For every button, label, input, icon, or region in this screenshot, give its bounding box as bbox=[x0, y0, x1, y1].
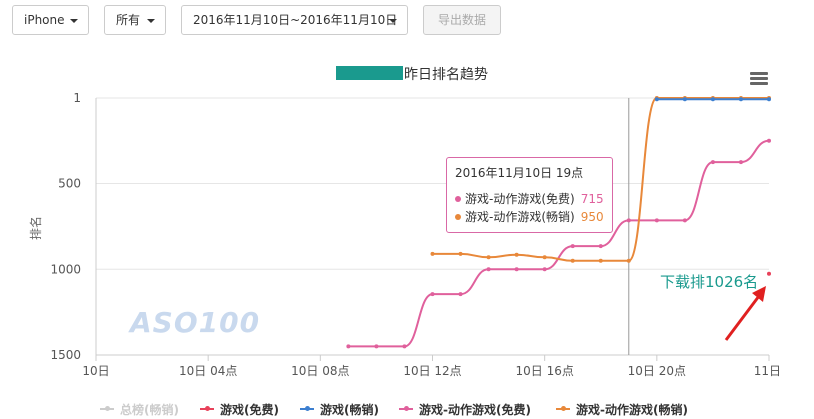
export-button[interactable]: 导出数据 bbox=[423, 5, 501, 35]
data-point bbox=[402, 344, 407, 349]
x-tick-label: 10日 bbox=[82, 364, 109, 378]
tooltip-row: 游戏-动作游戏(免费) 715 bbox=[455, 190, 604, 208]
data-point bbox=[430, 292, 435, 297]
legend-label: 游戏-动作游戏(畅销) bbox=[576, 403, 688, 417]
annotation-text: 下载排1026名 bbox=[660, 273, 759, 291]
arrow-shaft bbox=[724, 291, 764, 341]
y-tick-label: 1 bbox=[73, 91, 81, 105]
y-tick-label: 1000 bbox=[50, 262, 81, 276]
data-point bbox=[738, 97, 743, 102]
y-tick-label: 500 bbox=[58, 177, 81, 191]
legend-label: 游戏(畅销) bbox=[320, 403, 379, 417]
x-tick-label: 11日 bbox=[754, 364, 781, 378]
tooltip-row-label: 游戏-动作游戏(免费) bbox=[465, 192, 575, 206]
legend-label: 游戏(免费) bbox=[220, 403, 279, 417]
chevron-down-icon bbox=[389, 19, 397, 23]
data-point bbox=[767, 271, 771, 276]
device-dropdown-value: iPhone bbox=[24, 13, 65, 27]
data-point bbox=[570, 244, 575, 249]
tooltip-row-value: 950 bbox=[580, 210, 604, 224]
annotation-arrow bbox=[724, 286, 766, 341]
data-point bbox=[542, 255, 547, 260]
tooltip-header: 2016年11月10日 19点 bbox=[455, 166, 584, 180]
data-point bbox=[514, 252, 519, 257]
y-tick-label: 1500 bbox=[50, 348, 81, 362]
arrow-head bbox=[752, 286, 766, 302]
x-tick-label: 10日 20点 bbox=[628, 364, 686, 378]
data-point bbox=[767, 97, 771, 102]
date-range-value: 2016年11月10日~2016年11月10日 bbox=[193, 13, 398, 27]
x-tick-label: 10日 12点 bbox=[403, 364, 461, 378]
data-point bbox=[486, 267, 491, 272]
chevron-down-icon bbox=[147, 19, 155, 23]
data-point bbox=[598, 244, 603, 249]
data-point bbox=[430, 251, 435, 256]
data-point bbox=[682, 97, 687, 102]
x-tick-label: 10日 04点 bbox=[179, 364, 237, 378]
data-point bbox=[598, 258, 603, 263]
y-axis-label: 排名 bbox=[28, 216, 43, 240]
device-dropdown[interactable]: iPhone bbox=[12, 5, 89, 35]
data-point bbox=[654, 218, 659, 223]
data-point bbox=[682, 218, 687, 223]
data-point bbox=[767, 138, 771, 143]
filter-toolbar: iPhone 所有 2016年11月10日~2016年11月10日 导出数据 bbox=[0, 0, 814, 40]
chart-series bbox=[346, 96, 771, 349]
tooltip-row-value: 715 bbox=[580, 192, 604, 206]
x-tick-label: 10日 08点 bbox=[291, 364, 349, 378]
data-point bbox=[514, 267, 519, 272]
tooltip-row-label: 游戏-动作游戏(畅销) bbox=[465, 210, 575, 224]
watermark-logo: ASO100 bbox=[130, 306, 261, 339]
hamburger-menu-icon[interactable] bbox=[750, 72, 768, 86]
series-line bbox=[348, 139, 770, 348]
chevron-down-icon bbox=[70, 19, 78, 23]
data-point bbox=[458, 251, 463, 256]
x-tick-label: 10日 16点 bbox=[515, 364, 573, 378]
data-point bbox=[486, 255, 491, 260]
chart-title: 昨日排名趋势 bbox=[404, 67, 488, 83]
category-dropdown-value: 所有 bbox=[116, 13, 141, 27]
series-dot-icon bbox=[455, 196, 461, 202]
data-point bbox=[710, 97, 715, 102]
legend-label: 总榜(畅销) bbox=[120, 403, 179, 417]
data-point bbox=[626, 258, 631, 263]
data-point bbox=[570, 258, 575, 263]
legend-label: 游戏-动作游戏(免费) bbox=[419, 403, 531, 417]
data-point bbox=[654, 97, 659, 102]
tooltip-row: 游戏-动作游戏(畅销) 950 bbox=[455, 208, 604, 226]
date-range-dropdown[interactable]: 2016年11月10日~2016年11月10日 bbox=[181, 5, 408, 35]
chart-grid bbox=[96, 97, 769, 356]
title-redaction-block bbox=[336, 66, 403, 80]
data-point bbox=[458, 292, 463, 297]
data-point bbox=[374, 344, 379, 349]
chart-tooltip: 2016年11月10日 19点 游戏-动作游戏(免费) 715 游戏-动作游戏(畅… bbox=[446, 157, 613, 233]
category-dropdown[interactable]: 所有 bbox=[104, 5, 166, 35]
data-point bbox=[738, 160, 743, 165]
data-point bbox=[542, 267, 547, 272]
data-point bbox=[346, 344, 351, 349]
data-point bbox=[710, 160, 715, 165]
data-point bbox=[626, 218, 631, 223]
series-dot-icon bbox=[455, 214, 461, 220]
